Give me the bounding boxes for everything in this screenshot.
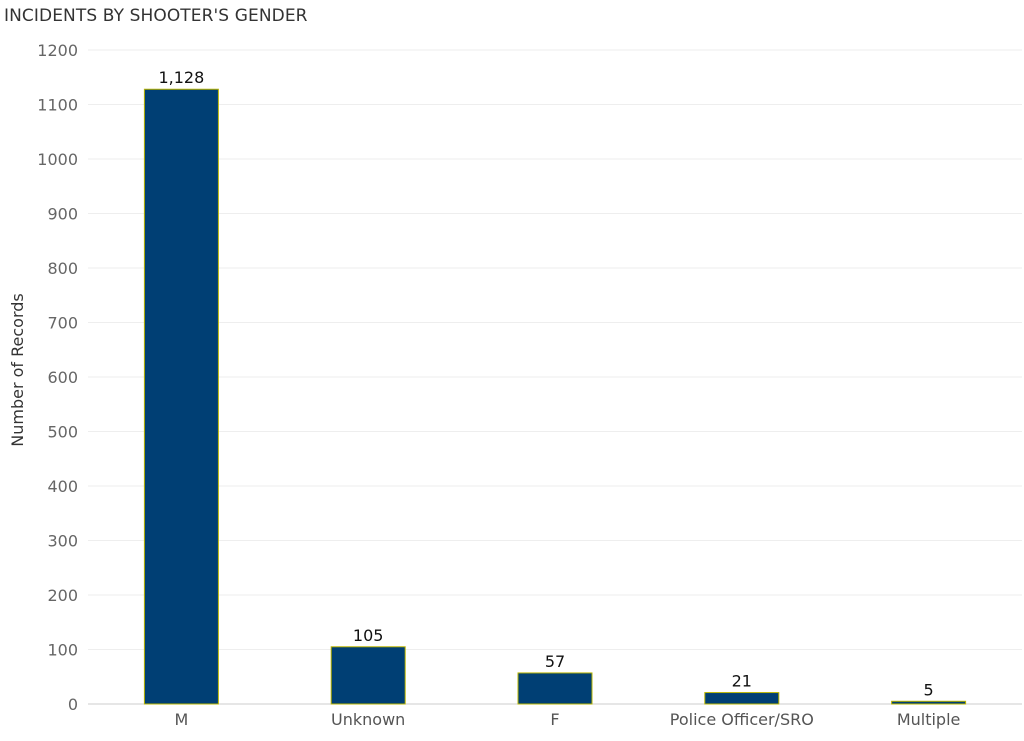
x-category-label: Police Officer/SRO	[670, 710, 814, 729]
x-category-label: M	[174, 710, 188, 729]
y-tick-label: 500	[47, 423, 78, 442]
y-tick-label: 1100	[37, 96, 78, 115]
y-tick-label: 800	[47, 259, 78, 278]
bar-multiple	[891, 700, 967, 705]
bars	[143, 88, 967, 705]
x-category-label: Multiple	[897, 710, 961, 729]
bar-f	[517, 672, 593, 705]
y-tick-label: 400	[47, 477, 78, 496]
bar-unknown	[330, 646, 406, 705]
x-category-label: Unknown	[331, 710, 405, 729]
data-label: 21	[732, 672, 752, 691]
data-label: 5	[924, 680, 934, 699]
bar-police-officer-sro	[704, 692, 780, 705]
chart-title: INCIDENTS BY SHOOTER'S GENDER	[4, 6, 308, 26]
y-tick-label: 1200	[37, 41, 78, 60]
y-tick-label: 900	[47, 205, 78, 224]
x-category-label: F	[550, 710, 559, 729]
y-tick-label: 1000	[37, 150, 78, 169]
data-label: 57	[545, 652, 565, 671]
data-label: 105	[353, 626, 384, 645]
y-axis-title: Number of Records	[8, 293, 27, 446]
y-tick-label: 0	[68, 695, 78, 714]
y-tick-label: 600	[47, 368, 78, 387]
bar-m	[143, 88, 219, 705]
labels: 0 100 200 300 400 500 600 700 800 900 1000 1100 1200…	[37, 41, 960, 729]
data-label: 1,128	[158, 68, 204, 87]
y-tick-label: 200	[47, 586, 78, 605]
gridlines	[88, 49, 1022, 650]
y-tick-label: 300	[47, 532, 78, 551]
y-tick-label: 700	[47, 314, 78, 333]
y-tick-label: 100	[47, 641, 78, 660]
